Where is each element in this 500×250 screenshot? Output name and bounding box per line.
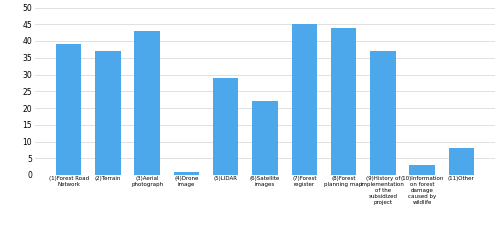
Bar: [292, 24, 317, 175]
Bar: [410, 165, 435, 175]
Bar: [370, 51, 396, 175]
Bar: [174, 172, 199, 175]
Bar: [448, 148, 474, 175]
Bar: [134, 31, 160, 175]
Bar: [56, 44, 82, 175]
Bar: [331, 28, 356, 175]
Bar: [95, 51, 120, 175]
Bar: [252, 101, 278, 175]
Bar: [213, 78, 238, 175]
